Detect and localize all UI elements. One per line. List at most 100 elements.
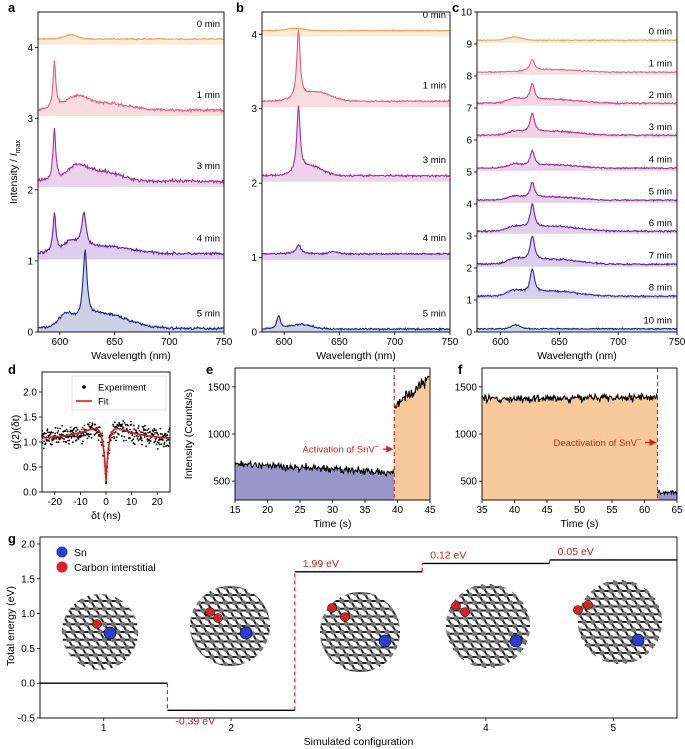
carbon-atom [402,676,407,681]
carbon-atom [348,598,354,604]
carbon-atom [83,594,90,596]
carbon-atom [277,631,282,636]
carbon-atom [43,614,48,619]
bond [109,678,114,686]
bond [323,592,330,594]
bond [190,586,191,588]
series-label: 0 min [197,19,220,30]
bond [527,602,530,612]
bond [64,586,69,594]
series-fill [477,324,677,332]
bond [220,586,227,588]
data-point [165,445,168,447]
data-point [144,424,146,427]
carbon-atom [303,660,308,665]
bond [396,678,401,686]
bond [62,654,65,664]
bond [419,624,424,632]
carbon-atom [106,660,112,666]
carbon-atom [173,577,178,582]
bond [197,586,204,596]
carbon-atom [568,612,573,617]
bond [538,603,543,611]
carbon-atom [603,642,610,648]
y-tick-label: 1.5 [23,413,37,424]
carbon-atom [115,583,120,588]
bond [118,678,123,686]
bond [538,649,543,657]
bond [670,614,675,622]
data-point [82,433,85,436]
bond [414,586,419,594]
carbon-atom [370,652,377,658]
carbon-atom [458,623,464,629]
bond [593,668,598,676]
carbon-atom [200,654,206,660]
carbon-atom [48,606,53,611]
series-fill [477,269,677,299]
carbon-atom [530,608,535,613]
y-axis-label: Intensity / Imax [8,140,22,205]
carbon-atom [303,614,308,619]
carbon-atom [312,660,317,665]
carbon-atom [254,638,260,645]
annotation-main: Deactivation of SnV [553,438,637,449]
plot-area [235,375,430,500]
carbon-atom [572,588,577,593]
carbon-atom [83,621,90,627]
carbon-atom [128,668,135,670]
carbon-atom [320,592,323,596]
data-point [70,429,72,432]
carbon-atom [449,638,455,645]
series-fill [38,249,224,332]
carbon-atom [590,650,596,656]
carbon-atom [467,654,473,660]
bond [327,592,334,602]
carbon-atom [245,638,251,645]
annotation-sup: − [637,437,641,444]
bond [62,594,65,602]
trace-line [235,459,395,477]
carbon-atom [648,580,655,586]
carbon-atom [471,631,478,637]
bond [100,678,105,686]
series-label: 5 min [197,308,220,319]
carbon-atom [512,670,517,675]
carbon-atom [393,676,398,681]
carbon-atom [74,594,81,596]
carbon-atom [312,629,317,634]
carbon-atom [467,623,473,629]
bond [320,662,321,672]
bond [566,607,571,615]
carbon-atom [525,646,530,652]
carbon-atom [70,629,76,635]
bond [369,678,374,686]
carbon-atom [467,577,472,582]
carbon-atom [213,662,220,666]
bond [320,592,321,594]
carbon-atom [343,592,350,596]
carbon-atom [128,606,135,612]
carbon-atom [480,600,487,606]
carbon-atom [471,662,478,668]
bond [434,657,439,665]
step-label: 0.05 eV [558,546,594,558]
bond [91,678,96,686]
x-tick-label: 60 [639,505,651,516]
carbon-atom [411,645,416,650]
carbon-atom [124,660,130,666]
carbon-atom [594,642,601,648]
data-point [82,440,84,443]
bond [150,655,155,663]
carbon-atom [436,631,441,636]
data-point [125,427,128,430]
configuration-4-structure [434,577,543,675]
carbon-atom [585,611,592,617]
series-label: 1 min [423,81,446,92]
trace-line [482,391,659,405]
carbon-atom [453,631,460,637]
carbon-atom [106,676,111,681]
carbon-atom [384,676,389,681]
carbon-atom [498,584,505,590]
